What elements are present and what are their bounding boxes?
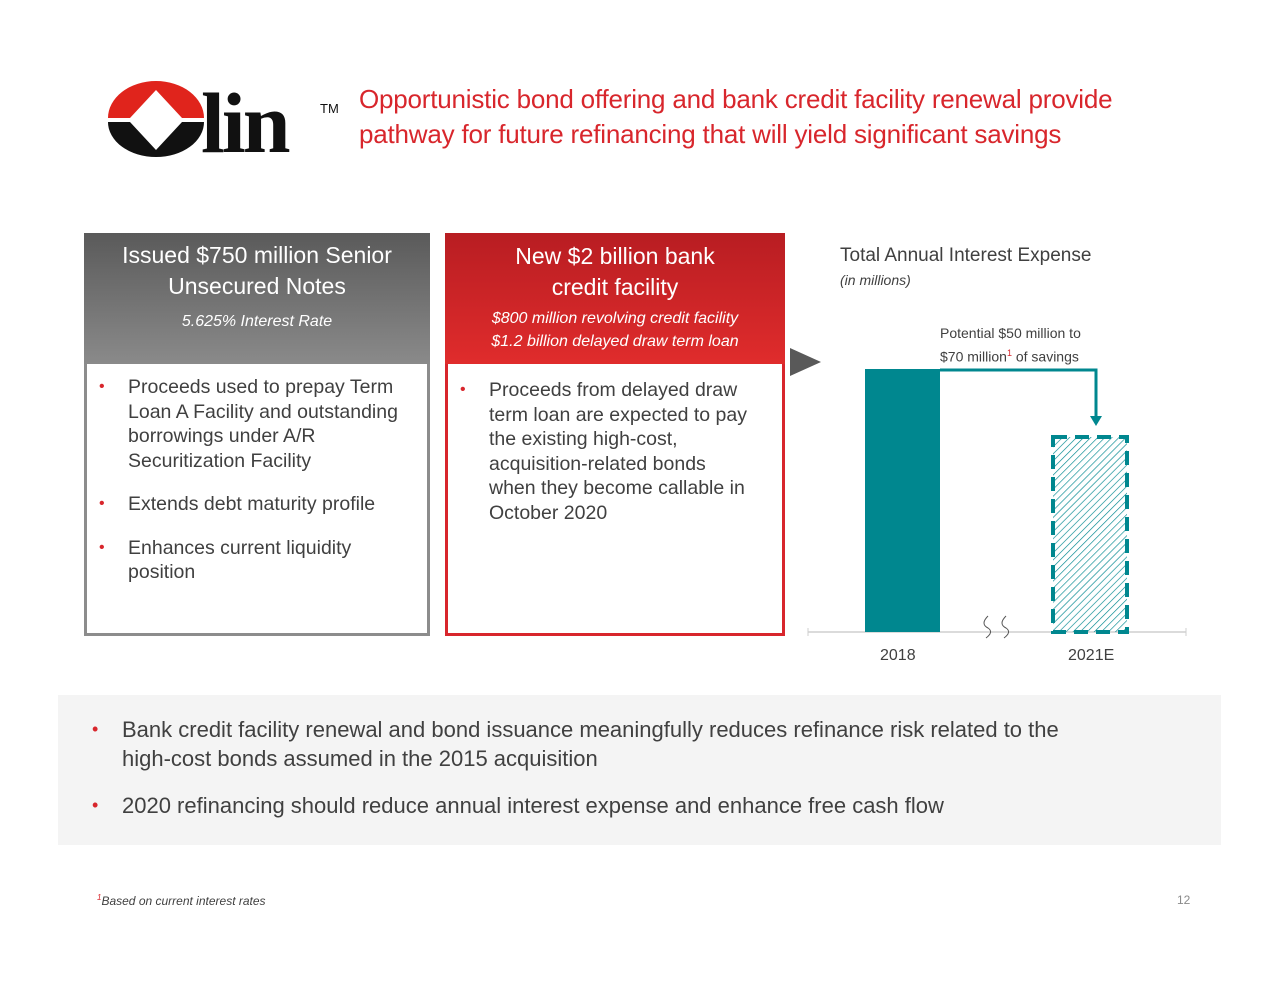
panel-heading: credit facility bbox=[551, 274, 679, 300]
svg-text:TM: TM bbox=[320, 101, 339, 116]
savings-arrow-line bbox=[940, 368, 1098, 420]
bullet-text: Proceeds used to prepay Term bbox=[128, 376, 394, 398]
bullet-item: • Proceeds used to prepay Term Loan A Fac… bbox=[87, 375, 427, 473]
summary-bullet: • Bank credit facility renewal and bond … bbox=[92, 715, 1182, 773]
olin-logo: lin TM bbox=[106, 75, 346, 171]
panel-heading: New $2 billion bank bbox=[515, 243, 715, 269]
arrow-right-icon bbox=[790, 348, 821, 376]
chart-subtitle: (in millions) bbox=[840, 272, 911, 288]
x-tick-label: 2021E bbox=[1068, 647, 1115, 664]
senior-notes-header: Issued $750 million Senior Unsecured Not… bbox=[84, 233, 430, 364]
title-line-2: pathway for future refinancing that will… bbox=[359, 119, 1062, 149]
revolver-text: $800 million revolving credit facility bbox=[491, 310, 739, 327]
summary-panel: • Bank credit facility renewal and bond … bbox=[58, 695, 1221, 845]
footnote-text: Based on current interest rates bbox=[101, 894, 266, 908]
panel-heading: Unsecured Notes bbox=[168, 273, 346, 299]
bullet-text: borrowings under A/R bbox=[128, 425, 316, 447]
annotation-text: $70 million bbox=[940, 348, 1007, 365]
interest-rate: 5.625% Interest Rate bbox=[181, 313, 333, 330]
bullet-text: October 2020 bbox=[489, 501, 608, 524]
bullet-item: • Extends debt maturity profile bbox=[87, 492, 427, 517]
bar-2021e bbox=[1051, 435, 1129, 634]
bullet-text: Loan A Facility and outstanding bbox=[128, 400, 398, 423]
bullet-text: Bank credit facility renewal and bond is… bbox=[122, 717, 1059, 742]
slide-title: Opportunistic bond offering and bank cre… bbox=[359, 82, 1113, 152]
svg-text:lin: lin bbox=[201, 78, 290, 158]
bullet-text: the existing high-cost, bbox=[489, 428, 678, 450]
bullet-icon: • bbox=[92, 719, 99, 739]
bullet-icon: • bbox=[99, 378, 105, 395]
annotation-text: of savings bbox=[1011, 348, 1079, 365]
bullet-icon: • bbox=[99, 495, 105, 512]
page-number: 12 bbox=[1177, 893, 1191, 907]
bullet-icon: • bbox=[460, 381, 466, 398]
term-loan-text: $1.2 billion delayed draw term loan bbox=[491, 333, 739, 350]
footnote: 1Based on current interest rates bbox=[97, 893, 266, 908]
bullet-text: Extends debt maturity profile bbox=[128, 493, 376, 515]
interest-expense-chart bbox=[807, 368, 1187, 639]
bullet-text: 2020 refinancing should reduce annual in… bbox=[122, 793, 944, 818]
annotation-text: Potential $50 million to bbox=[940, 325, 1081, 341]
savings-annotation: Potential $50 million to $70 million1 of… bbox=[940, 323, 1081, 367]
bullet-item: • Proceeds from delayed draw term loan ar… bbox=[448, 378, 782, 525]
bullet-icon: • bbox=[92, 795, 99, 815]
bullet-text: term loan are expected to pay bbox=[489, 403, 747, 426]
credit-facility-header: New $2 billion bank credit facility $800… bbox=[445, 233, 785, 364]
bullet-text: acquisition-related bonds bbox=[489, 452, 706, 475]
footnote-marker: 1 bbox=[97, 893, 102, 902]
senior-notes-panel: Issued $750 million Senior Unsecured Not… bbox=[84, 233, 430, 636]
footnote-marker: 1 bbox=[1006, 348, 1012, 358]
bullet-text: Proceeds from delayed draw bbox=[489, 379, 738, 401]
credit-facility-panel: New $2 billion bank credit facility $800… bbox=[445, 233, 785, 636]
summary-bullet: • 2020 refinancing should reduce annual … bbox=[92, 791, 1182, 820]
axis-break-icon bbox=[983, 615, 1010, 639]
bullet-text: when they become callable in bbox=[489, 477, 745, 499]
bullet-text: Securitization Facility bbox=[128, 449, 312, 472]
x-tick-label: 2018 bbox=[880, 647, 916, 664]
savings-arrow-head-icon bbox=[1090, 416, 1102, 426]
bullet-text: position bbox=[128, 561, 196, 583]
bullet-text: high-cost bonds assumed in the 2015 acqu… bbox=[122, 746, 598, 771]
bullet-text: Enhances current liquidity bbox=[128, 536, 352, 559]
bullet-item: • Enhances current liquidity position bbox=[87, 536, 427, 585]
panel-heading: Issued $750 million Senior bbox=[122, 242, 392, 268]
bar-2018 bbox=[865, 369, 940, 632]
chart-title: Total Annual Interest Expense bbox=[840, 245, 1092, 266]
title-line-1: Opportunistic bond offering and bank cre… bbox=[359, 84, 1113, 114]
bullet-icon: • bbox=[99, 538, 105, 556]
